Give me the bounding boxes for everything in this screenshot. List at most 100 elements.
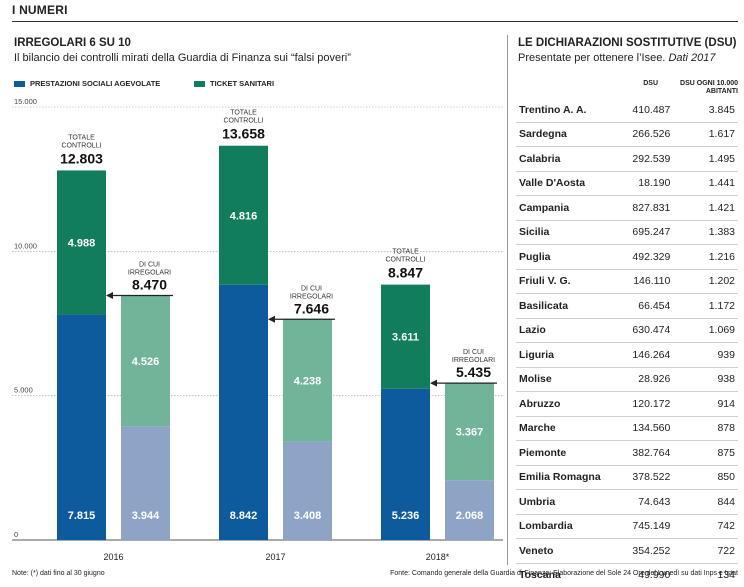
- bar-value-label: 5.236: [392, 510, 420, 522]
- bar-total-prestazioni: [57, 314, 106, 540]
- y-tick-label: 5.000: [14, 386, 33, 395]
- y-tick-label: 0: [14, 530, 18, 539]
- table-row: Molise 28.926 938: [516, 367, 738, 392]
- table-row: Veneto 354.252 722: [516, 538, 738, 564]
- dsu-per-cell: 1.216: [670, 244, 738, 270]
- region-cell: Toscana: [519, 569, 561, 582]
- region-cell: Liguria: [516, 342, 612, 368]
- table-row: Calabria 292.539 1.495: [516, 146, 738, 172]
- table-row: Basilicata 66.454 1.172: [516, 293, 738, 319]
- dsu-per-cell: 1.421: [670, 195, 738, 221]
- dsu-per-cell: 1.202: [670, 269, 738, 294]
- dsu-cell: 354.252: [611, 538, 671, 564]
- region-cell: Abruzzo: [516, 391, 612, 417]
- dsu-cell: 18.190: [611, 171, 671, 196]
- region-cell: Umbria: [516, 489, 612, 515]
- dsu-cell: 378.522: [611, 465, 671, 490]
- x-category-label: 2017: [265, 552, 285, 562]
- table-row: Liguria 146.264 939: [516, 342, 738, 368]
- bar-irr-prestazioni: [445, 480, 494, 540]
- table-row: Umbria 74.643 844: [516, 489, 738, 515]
- total-caption: TOTALE: [68, 134, 95, 141]
- bar-value-label: 7.815: [68, 510, 96, 522]
- x-category-label: 2018*: [426, 552, 450, 562]
- table-row: Abruzzo 120.172 914: [516, 391, 738, 417]
- table-row: Piemonte 382.764 875: [516, 440, 738, 466]
- dsu-cell: 120.172: [611, 391, 671, 417]
- dsu-cell: 146.110: [611, 269, 671, 294]
- dsu-per-cell: 722: [670, 538, 738, 564]
- irregular-caption: IRREGOLARI: [452, 357, 495, 364]
- legend-swatch-prestazioni: [14, 80, 25, 87]
- arrow-head: [106, 291, 113, 299]
- dsu-cell: 745.149: [611, 514, 671, 539]
- dsu-per-cell: 742: [670, 514, 738, 539]
- x-category-label: 2016: [103, 552, 123, 562]
- source-note: Fonte: Comando generale della Guardia di…: [390, 570, 738, 577]
- region-cell: Emilia Romagna: [516, 465, 612, 490]
- legend-item-ticket: TICKET SANITARI: [194, 79, 274, 88]
- dsu-cell: 146.264: [611, 342, 671, 368]
- region-cell: Molise: [516, 367, 612, 392]
- bar-irr-prestazioni: [283, 441, 332, 540]
- dsu-per-cell: 938: [670, 367, 738, 392]
- irregular-caption: IRREGOLARI: [128, 269, 171, 276]
- dsu-cell: 292.539: [611, 146, 671, 172]
- bar-value-label: 3.367: [456, 427, 484, 439]
- arrow-head: [268, 315, 275, 323]
- total-value-label: 8.847: [388, 265, 423, 281]
- dsu-cell: 74.643: [611, 489, 671, 515]
- legend-swatch-ticket: [194, 80, 205, 87]
- dsu-per-cell: 134: [717, 569, 735, 582]
- dsu-per-cell: 1.172: [670, 293, 738, 319]
- bar-irr-ticket: [445, 383, 494, 481]
- region-cell: Puglia: [516, 244, 612, 270]
- irregular-value-label: 8.470: [132, 276, 167, 292]
- region-cell: Friuli V. G.: [516, 269, 612, 294]
- dsu-cell: 28.926: [611, 367, 671, 392]
- bar-total-prestazioni: [219, 284, 268, 540]
- total-caption: TOTALE: [230, 110, 257, 117]
- bar-chart: 0 5.000 10.000 15.000 7.815 4.988 3.944 4.526 TO…: [12, 97, 503, 562]
- table-row: Lazio 630.474 1.069: [516, 318, 738, 343]
- dsu-cell: 49.990: [638, 569, 671, 582]
- bar-total-ticket: [381, 284, 430, 389]
- dsu-cell: 410.487: [611, 98, 671, 123]
- bar-total-ticket: [57, 170, 106, 315]
- dsu-subtitle: Presentate per ottenere l’Isee. Dati 201…: [518, 52, 716, 64]
- bar-value-label: 3.611: [392, 332, 419, 344]
- dsu-cell: 827.831: [611, 195, 671, 221]
- table-row: Trentino A. A. 410.487 3.845: [516, 98, 738, 123]
- irregular-caption: DI CUI: [301, 285, 322, 292]
- dsu-per-cell: 1.383: [670, 220, 738, 245]
- dsu-per-cell: 1.495: [670, 146, 738, 172]
- irregular-value-label: 5.435: [456, 364, 491, 380]
- region-cell: Lombardia: [516, 514, 612, 539]
- region-cell: Basilicata: [516, 293, 612, 319]
- dsu-subtitle-italic: Dati 2017: [668, 52, 716, 64]
- dsu-per-cell: 844: [670, 489, 738, 515]
- bar-value-label: 4.526: [132, 356, 160, 368]
- region-cell: Piemonte: [516, 440, 612, 466]
- table-row: Marche 134.560 878: [516, 416, 738, 441]
- bar-irr-ticket: [121, 295, 170, 427]
- dsu-cell: 134.560: [611, 416, 671, 441]
- chart-title: IRREGOLARI 6 SU 10: [14, 37, 131, 49]
- dsu-per-cell: 939: [670, 342, 738, 368]
- region-cell: Valle D'Aosta: [516, 171, 612, 196]
- region-cell: Veneto: [516, 538, 612, 564]
- table-row: Sardegna 266.526 1.617: [516, 122, 738, 147]
- total-value-label: 13.658: [222, 126, 265, 142]
- bar-value-label: 3.408: [294, 510, 322, 522]
- table-row: Valle D'Aosta 18.190 1.441: [516, 171, 738, 196]
- dsu-col-header: DSU: [643, 80, 658, 87]
- irregular-value-label: 7.646: [294, 300, 329, 316]
- y-tick-label: 10.000: [14, 241, 37, 250]
- dsu-title: LE DICHIARAZIONI SOSTITUTIVE (DSU): [518, 37, 737, 49]
- legend-label-prestazioni: PRESTAZIONI SOCIALI AGEVOLATE: [30, 79, 161, 88]
- dsu-per-cell: 1.069: [670, 318, 738, 343]
- irregular-caption: DI CUI: [139, 261, 160, 268]
- arrow-head: [430, 379, 437, 387]
- bar-value-label: 4.238: [294, 375, 322, 387]
- bar-total-ticket: [219, 145, 268, 285]
